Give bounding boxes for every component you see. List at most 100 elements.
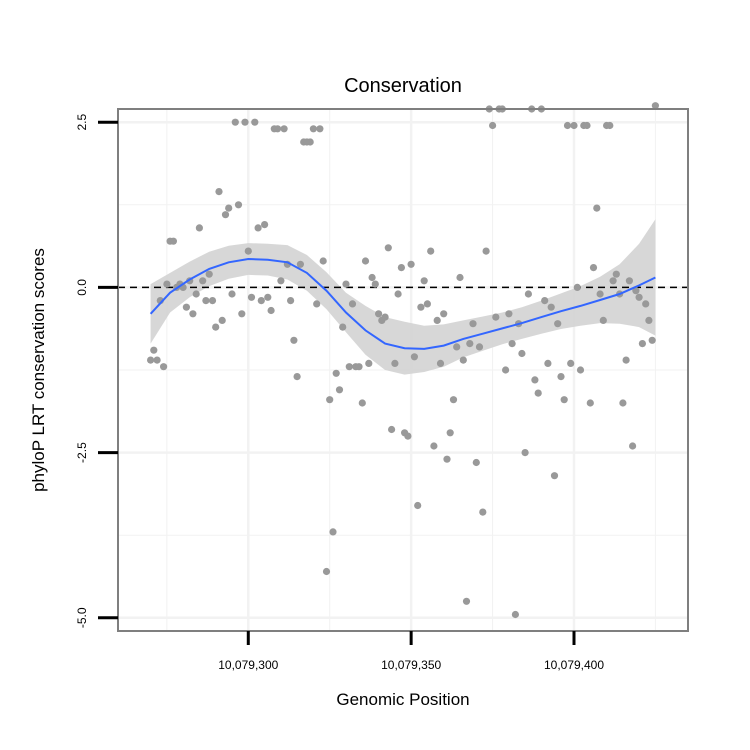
data-point bbox=[541, 297, 549, 305]
data-point bbox=[277, 277, 285, 285]
data-point bbox=[642, 300, 650, 308]
data-point bbox=[427, 247, 435, 255]
data-point bbox=[606, 121, 614, 130]
data-point bbox=[475, 343, 484, 351]
data-point bbox=[417, 303, 425, 311]
data-point bbox=[446, 429, 454, 437]
data-point bbox=[625, 277, 634, 285]
data-point bbox=[414, 501, 422, 510]
data-point bbox=[651, 102, 660, 110]
data-point bbox=[355, 363, 363, 371]
data-point bbox=[205, 270, 213, 278]
confidence-ribbon bbox=[150, 219, 656, 375]
data-point bbox=[518, 349, 526, 358]
data-point bbox=[609, 277, 617, 285]
data-point bbox=[469, 320, 477, 328]
data-point bbox=[368, 273, 376, 282]
data-point bbox=[508, 340, 516, 348]
data-point bbox=[622, 356, 630, 364]
data-point bbox=[365, 359, 373, 367]
data-point bbox=[212, 323, 220, 331]
data-point bbox=[502, 366, 510, 374]
data-point bbox=[648, 336, 656, 344]
data-point bbox=[238, 310, 246, 318]
data-point bbox=[583, 121, 591, 130]
data-point bbox=[221, 211, 230, 219]
data-point bbox=[632, 287, 640, 295]
data-point bbox=[384, 244, 392, 252]
data-point bbox=[293, 373, 301, 381]
data-point bbox=[296, 260, 304, 268]
data-point bbox=[489, 121, 497, 130]
data-point bbox=[423, 300, 431, 308]
data-point bbox=[345, 363, 353, 371]
data-point bbox=[163, 280, 171, 288]
grid-lines bbox=[118, 109, 688, 631]
data-point bbox=[218, 316, 226, 324]
data-point bbox=[215, 188, 223, 196]
data-point bbox=[505, 310, 513, 318]
data-point bbox=[638, 340, 647, 348]
panel-border bbox=[117, 108, 689, 632]
data-point bbox=[544, 359, 552, 367]
data-point bbox=[570, 121, 578, 130]
data-point bbox=[313, 300, 321, 308]
y-tick-label: 0.0 bbox=[75, 279, 89, 296]
data-point bbox=[466, 340, 474, 348]
data-point bbox=[169, 237, 177, 245]
data-point bbox=[326, 396, 334, 404]
data-point bbox=[147, 356, 155, 364]
data-points bbox=[147, 102, 660, 619]
data-point bbox=[241, 118, 249, 126]
y-axis-label: phyloP LRT conservation scores bbox=[29, 248, 48, 492]
data-point bbox=[234, 201, 243, 209]
data-point bbox=[589, 264, 598, 272]
data-point bbox=[274, 125, 282, 133]
data-point bbox=[453, 343, 461, 351]
y-tick-label: 2.5 bbox=[75, 114, 89, 131]
data-point bbox=[436, 359, 445, 367]
data-point bbox=[550, 472, 559, 480]
data-point bbox=[309, 125, 317, 133]
data-point bbox=[397, 264, 405, 272]
data-point bbox=[267, 306, 275, 315]
x-tick-label: 10,079,300 bbox=[218, 658, 278, 672]
data-point bbox=[202, 297, 210, 305]
data-point bbox=[150, 346, 158, 354]
data-point bbox=[247, 293, 256, 301]
data-point bbox=[254, 224, 262, 232]
data-point bbox=[261, 221, 269, 229]
data-point bbox=[479, 508, 487, 516]
data-point bbox=[280, 125, 288, 133]
x-tick-label: 10,079,400 bbox=[544, 658, 604, 672]
data-point bbox=[391, 359, 399, 367]
data-point bbox=[433, 316, 441, 324]
data-point bbox=[208, 297, 217, 305]
data-point bbox=[306, 138, 314, 146]
data-point bbox=[554, 320, 562, 328]
data-point bbox=[244, 247, 252, 255]
data-point bbox=[531, 376, 539, 384]
data-point bbox=[557, 373, 565, 381]
data-point bbox=[153, 356, 161, 364]
data-point bbox=[322, 567, 331, 576]
data-point bbox=[189, 310, 197, 318]
data-point bbox=[182, 303, 190, 311]
data-point bbox=[524, 290, 533, 298]
data-point bbox=[521, 449, 529, 457]
data-point bbox=[257, 297, 265, 305]
data-point bbox=[264, 293, 272, 301]
smooth-trend-line bbox=[149, 257, 656, 350]
data-point bbox=[342, 280, 350, 288]
data-point bbox=[375, 310, 383, 318]
data-point bbox=[459, 356, 467, 364]
data-point bbox=[593, 204, 601, 212]
x-axis-label: Genomic Position bbox=[336, 690, 469, 709]
data-point bbox=[388, 425, 396, 434]
data-point bbox=[420, 277, 428, 285]
data-point bbox=[586, 399, 594, 407]
data-point bbox=[430, 442, 438, 450]
data-point bbox=[629, 442, 637, 450]
data-point bbox=[361, 257, 370, 265]
